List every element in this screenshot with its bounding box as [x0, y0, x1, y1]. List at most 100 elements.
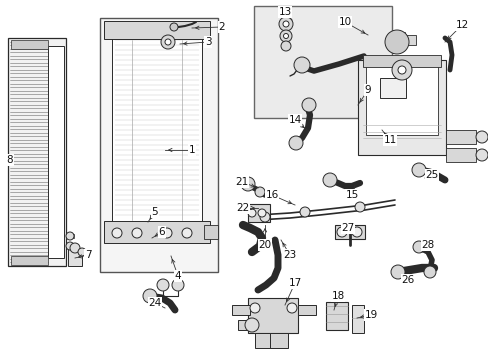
- Circle shape: [384, 30, 408, 54]
- Circle shape: [288, 136, 303, 150]
- Bar: [351, 305, 363, 333]
- Bar: [69, 244, 74, 248]
- Bar: [396, 32, 404, 37]
- Bar: [104, 221, 209, 243]
- Circle shape: [475, 131, 487, 143]
- Circle shape: [161, 35, 175, 49]
- Text: 2: 2: [218, 22, 225, 32]
- Circle shape: [78, 248, 86, 256]
- Circle shape: [66, 232, 74, 240]
- Bar: [253, 6, 391, 118]
- Bar: [365, 65, 437, 135]
- Bar: [11, 40, 48, 49]
- Text: 25: 25: [425, 170, 438, 180]
- Circle shape: [170, 23, 178, 31]
- Circle shape: [279, 17, 292, 31]
- Text: 8: 8: [7, 155, 13, 165]
- Bar: [269, 333, 287, 348]
- Bar: [112, 35, 202, 225]
- Circle shape: [172, 279, 183, 291]
- Bar: [379, 78, 405, 98]
- Bar: [238, 320, 253, 330]
- Text: 7: 7: [84, 250, 91, 260]
- Circle shape: [283, 21, 288, 27]
- Bar: [48, 46, 64, 258]
- Circle shape: [164, 39, 171, 45]
- Circle shape: [293, 57, 309, 73]
- Text: 20: 20: [258, 240, 271, 250]
- Circle shape: [241, 177, 254, 191]
- Circle shape: [281, 41, 290, 51]
- Circle shape: [286, 303, 296, 313]
- Circle shape: [397, 66, 405, 74]
- Text: 18: 18: [331, 291, 344, 301]
- Bar: [297, 305, 315, 315]
- Bar: [334, 225, 364, 239]
- Circle shape: [411, 163, 425, 177]
- Text: 4: 4: [174, 271, 181, 281]
- Text: 21: 21: [235, 177, 248, 187]
- Text: 15: 15: [345, 190, 358, 200]
- Circle shape: [390, 265, 404, 279]
- Bar: [69, 234, 74, 238]
- Circle shape: [249, 303, 260, 313]
- Text: 19: 19: [364, 310, 377, 320]
- Text: 16: 16: [265, 190, 278, 200]
- Circle shape: [132, 228, 142, 238]
- Circle shape: [244, 318, 259, 332]
- Bar: [68, 248, 82, 266]
- Bar: [325, 302, 347, 330]
- Circle shape: [423, 266, 435, 278]
- Circle shape: [260, 212, 269, 222]
- Text: 24: 24: [148, 298, 162, 308]
- Circle shape: [182, 228, 192, 238]
- Bar: [231, 305, 249, 315]
- Circle shape: [323, 173, 336, 187]
- Text: 13: 13: [278, 7, 291, 17]
- Bar: [247, 298, 297, 333]
- Circle shape: [157, 279, 169, 291]
- Text: 5: 5: [151, 207, 158, 217]
- Bar: [254, 333, 272, 348]
- Circle shape: [247, 209, 256, 217]
- Text: 10: 10: [338, 17, 351, 27]
- Circle shape: [162, 228, 172, 238]
- Circle shape: [254, 187, 264, 197]
- Text: 11: 11: [383, 135, 396, 145]
- Circle shape: [66, 242, 74, 250]
- Circle shape: [354, 202, 364, 212]
- Text: 6: 6: [159, 227, 165, 237]
- Text: 22: 22: [236, 203, 249, 213]
- Circle shape: [142, 289, 157, 303]
- Circle shape: [475, 149, 487, 161]
- Circle shape: [258, 209, 265, 217]
- Circle shape: [336, 227, 346, 237]
- Bar: [203, 225, 218, 239]
- Circle shape: [412, 241, 424, 253]
- Circle shape: [112, 228, 122, 238]
- Circle shape: [283, 33, 288, 39]
- Bar: [445, 130, 475, 144]
- Bar: [8, 38, 66, 266]
- Circle shape: [351, 227, 361, 237]
- Text: 28: 28: [421, 240, 434, 250]
- Text: 3: 3: [204, 37, 211, 47]
- Text: 27: 27: [341, 223, 354, 233]
- Text: 26: 26: [401, 275, 414, 285]
- Bar: [100, 18, 218, 272]
- Text: 23: 23: [283, 250, 296, 260]
- Bar: [11, 256, 48, 265]
- Circle shape: [70, 243, 80, 253]
- Text: 17: 17: [288, 278, 301, 288]
- Text: 1: 1: [188, 145, 195, 155]
- Text: 14: 14: [288, 115, 301, 125]
- Bar: [247, 204, 269, 222]
- Bar: [362, 55, 440, 67]
- Bar: [104, 21, 209, 39]
- Circle shape: [302, 98, 315, 112]
- Circle shape: [299, 207, 309, 217]
- Circle shape: [391, 60, 411, 80]
- Bar: [445, 148, 475, 162]
- Circle shape: [280, 30, 291, 42]
- Text: 9: 9: [364, 85, 370, 95]
